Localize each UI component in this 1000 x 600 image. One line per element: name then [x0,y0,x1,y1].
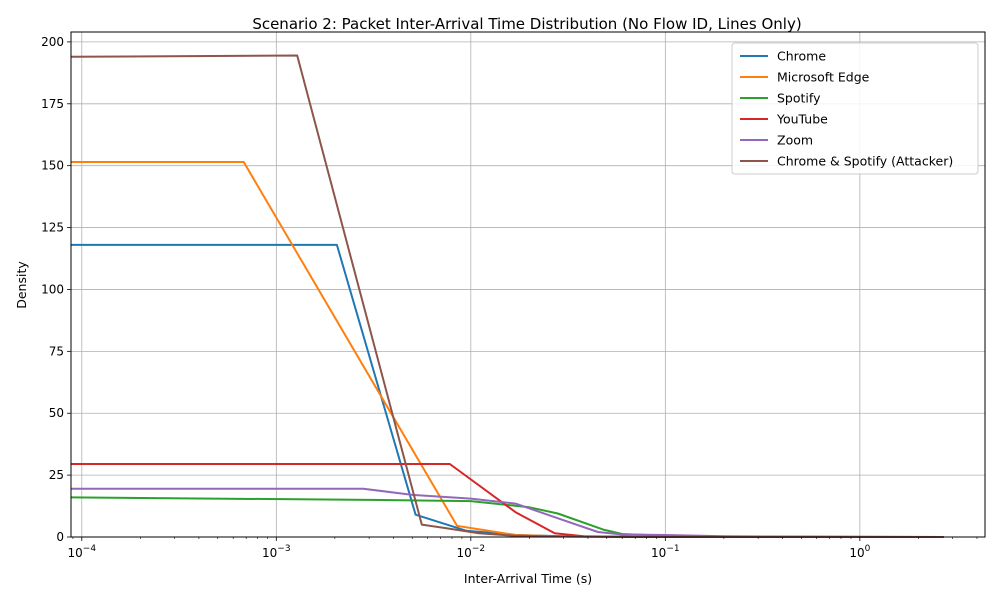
chart-title: Scenario 2: Packet Inter-Arrival Time Di… [252,15,801,33]
x-tick-label: 100 [849,544,870,560]
legend-label: Chrome [777,49,826,64]
x-tick-label-base: 10 [68,546,83,560]
x-tick-label-exponent: −3 [277,544,290,554]
y-tick-label: 125 [41,221,64,235]
legend-label: YouTube [776,112,828,127]
x-tick-label: 10−4 [68,544,97,560]
x-tick-label-exponent: −1 [666,544,679,554]
y-tick-label: 200 [41,35,64,49]
plot-area: 10−4 10−3 10−2 10−1 100025507510012515017520… [41,31,986,560]
x-tick-label-base: 10 [849,546,864,560]
x-tick-label-base: 10 [457,546,472,560]
legend: Chrome Microsoft Edge Spotify YouTube Zoom Ch… [731,42,979,175]
grid-lines [71,32,985,538]
y-axis-title: Density [14,261,29,309]
legend-box [731,42,979,175]
plot-frame [70,31,986,538]
y-tick-label: 150 [41,159,64,173]
y-tick-label: 100 [41,282,64,296]
legend-label: Microsoft Edge [777,70,870,85]
legend-label: Spotify [777,91,821,106]
x-axis-title: Inter-Arrival Time (s) [464,571,592,586]
x-tick-label-base: 10 [262,546,277,560]
axis-ticks: 10−4 10−3 10−2 10−1 100025507510012515017520… [41,35,978,560]
x-tick-label: 10−3 [262,544,291,560]
legend-label: Chrome & Spotify (Attacker) [777,154,953,169]
y-tick-label: 25 [49,468,64,482]
x-tick-label: 10−2 [457,544,486,560]
y-tick-label: 75 [49,344,64,358]
x-tick-label-exponent: −2 [472,544,485,554]
y-tick-label: 0 [56,530,64,544]
x-tick-label: 10−1 [651,544,680,560]
y-tick-label: 175 [41,97,64,111]
x-tick-label-exponent: −4 [83,544,97,554]
y-tick-label: 50 [49,406,64,420]
x-tick-label-exponent: 0 [865,544,871,554]
legend-label: Zoom [777,133,813,148]
x-tick-label-base: 10 [651,546,666,560]
